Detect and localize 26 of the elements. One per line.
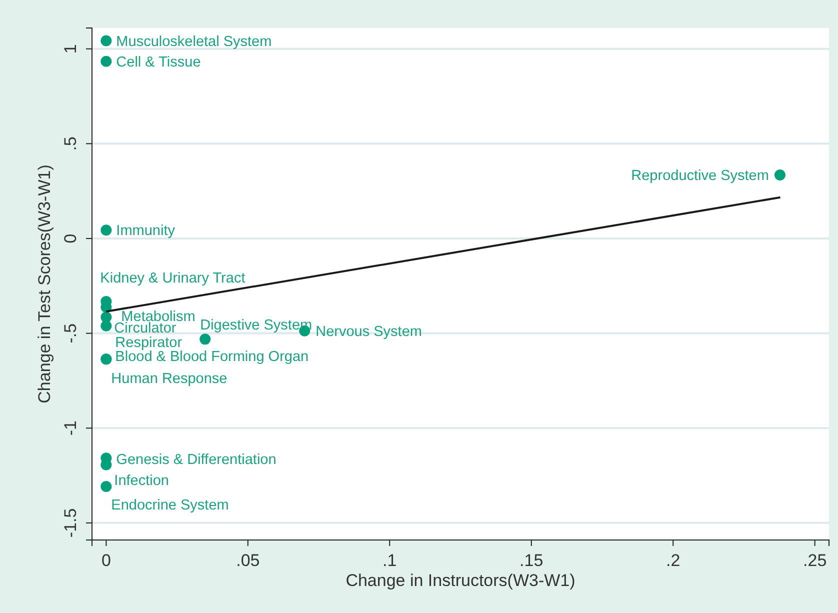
y-tick-label: -1.5 <box>60 508 80 538</box>
y-tick-label: -1 <box>60 420 80 436</box>
y-tick-label: 0 <box>60 234 80 244</box>
data-label: Reproductive System <box>631 168 769 184</box>
y-axis-title: Change in Test Scores(W3-W1) <box>35 164 54 404</box>
data-label: Musculoskeletal System <box>116 34 272 50</box>
data-label: Respirator <box>115 334 182 351</box>
data-label: Infection <box>114 472 169 489</box>
data-label: Immunity <box>116 223 176 240</box>
x-axis-title: Change in Instructors(W3-W1) <box>346 571 576 590</box>
x-tick-label: .2 <box>666 551 680 570</box>
x-tick-label: .15 <box>520 551 544 570</box>
y-tick-label: -.5 <box>60 323 80 344</box>
data-label: Blood & Blood Forming Organ <box>115 349 309 366</box>
y-tick-label: .5 <box>60 136 80 151</box>
data-label: Human Response <box>111 371 228 388</box>
x-tick-label: 0 <box>101 551 111 570</box>
data-label: Genesis & Differentiation <box>116 452 276 468</box>
data-label: Endocrine System <box>111 498 229 514</box>
x-tick-label: .25 <box>803 551 827 570</box>
x-tick-label: .05 <box>236 551 260 570</box>
data-label: Cell & Tissue <box>116 54 201 70</box>
data-label: Nervous System <box>316 324 422 340</box>
data-label: Kidney & Urinary Tract <box>100 270 246 287</box>
y-tick-label: 1 <box>60 44 80 54</box>
x-tick-label: .1 <box>382 551 397 570</box>
